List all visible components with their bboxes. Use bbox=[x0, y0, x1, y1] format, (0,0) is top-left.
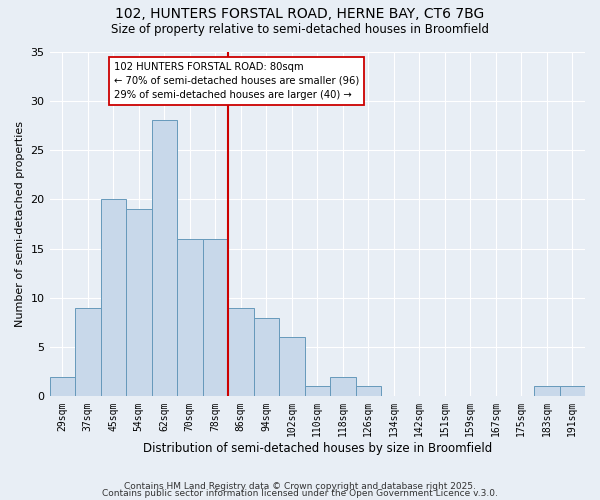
Bar bbox=[305, 386, 330, 396]
Y-axis label: Number of semi-detached properties: Number of semi-detached properties bbox=[15, 121, 25, 327]
Bar bbox=[279, 337, 305, 396]
Bar bbox=[126, 209, 152, 396]
Text: Contains public sector information licensed under the Open Government Licence v.: Contains public sector information licen… bbox=[102, 490, 498, 498]
Text: 102 HUNTERS FORSTAL ROAD: 80sqm
← 70% of semi-detached houses are smaller (96)
2: 102 HUNTERS FORSTAL ROAD: 80sqm ← 70% of… bbox=[114, 62, 359, 100]
Bar bbox=[356, 386, 381, 396]
X-axis label: Distribution of semi-detached houses by size in Broomfield: Distribution of semi-detached houses by … bbox=[143, 442, 492, 455]
Bar bbox=[254, 318, 279, 396]
Bar bbox=[50, 376, 75, 396]
Text: Size of property relative to semi-detached houses in Broomfield: Size of property relative to semi-detach… bbox=[111, 22, 489, 36]
Bar bbox=[560, 386, 585, 396]
Bar bbox=[152, 120, 177, 396]
Bar bbox=[534, 386, 560, 396]
Bar bbox=[75, 308, 101, 396]
Bar bbox=[330, 376, 356, 396]
Bar bbox=[177, 238, 203, 396]
Bar bbox=[228, 308, 254, 396]
Bar bbox=[203, 238, 228, 396]
Text: 102, HUNTERS FORSTAL ROAD, HERNE BAY, CT6 7BG: 102, HUNTERS FORSTAL ROAD, HERNE BAY, CT… bbox=[115, 8, 485, 22]
Bar bbox=[101, 200, 126, 396]
Text: Contains HM Land Registry data © Crown copyright and database right 2025.: Contains HM Land Registry data © Crown c… bbox=[124, 482, 476, 491]
